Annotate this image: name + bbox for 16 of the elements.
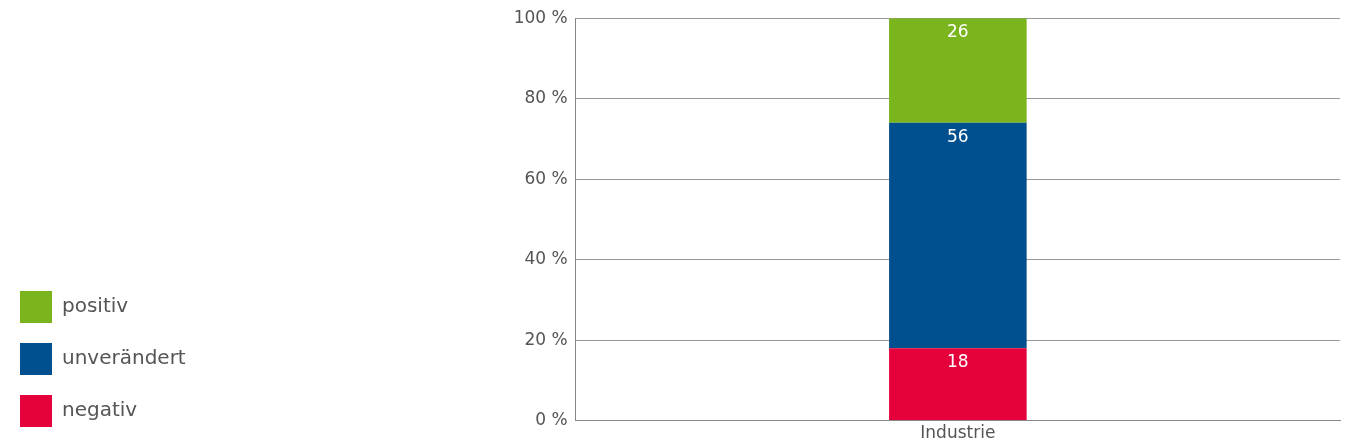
y-tick-label: 60 % bbox=[524, 167, 568, 188]
legend-label: unverändert bbox=[62, 345, 186, 370]
x-tick-label: Industrie bbox=[920, 422, 996, 443]
y-tick-label: 20 % bbox=[524, 328, 568, 349]
y-tick-label: 0 % bbox=[535, 409, 568, 430]
legend-label: positiv bbox=[62, 293, 129, 318]
bar bbox=[889, 348, 1027, 421]
bar bbox=[889, 122, 1027, 349]
y-tick-label: 80 % bbox=[524, 87, 568, 108]
bar bbox=[889, 18, 1027, 123]
y-tick-label: 100 % bbox=[513, 6, 568, 27]
data-label: 26 bbox=[947, 21, 969, 42]
data-label: 18 bbox=[947, 351, 969, 372]
y-tick-label: 40 % bbox=[524, 248, 568, 269]
data-label: 56 bbox=[947, 125, 969, 146]
legend-label: negativ bbox=[62, 397, 138, 422]
